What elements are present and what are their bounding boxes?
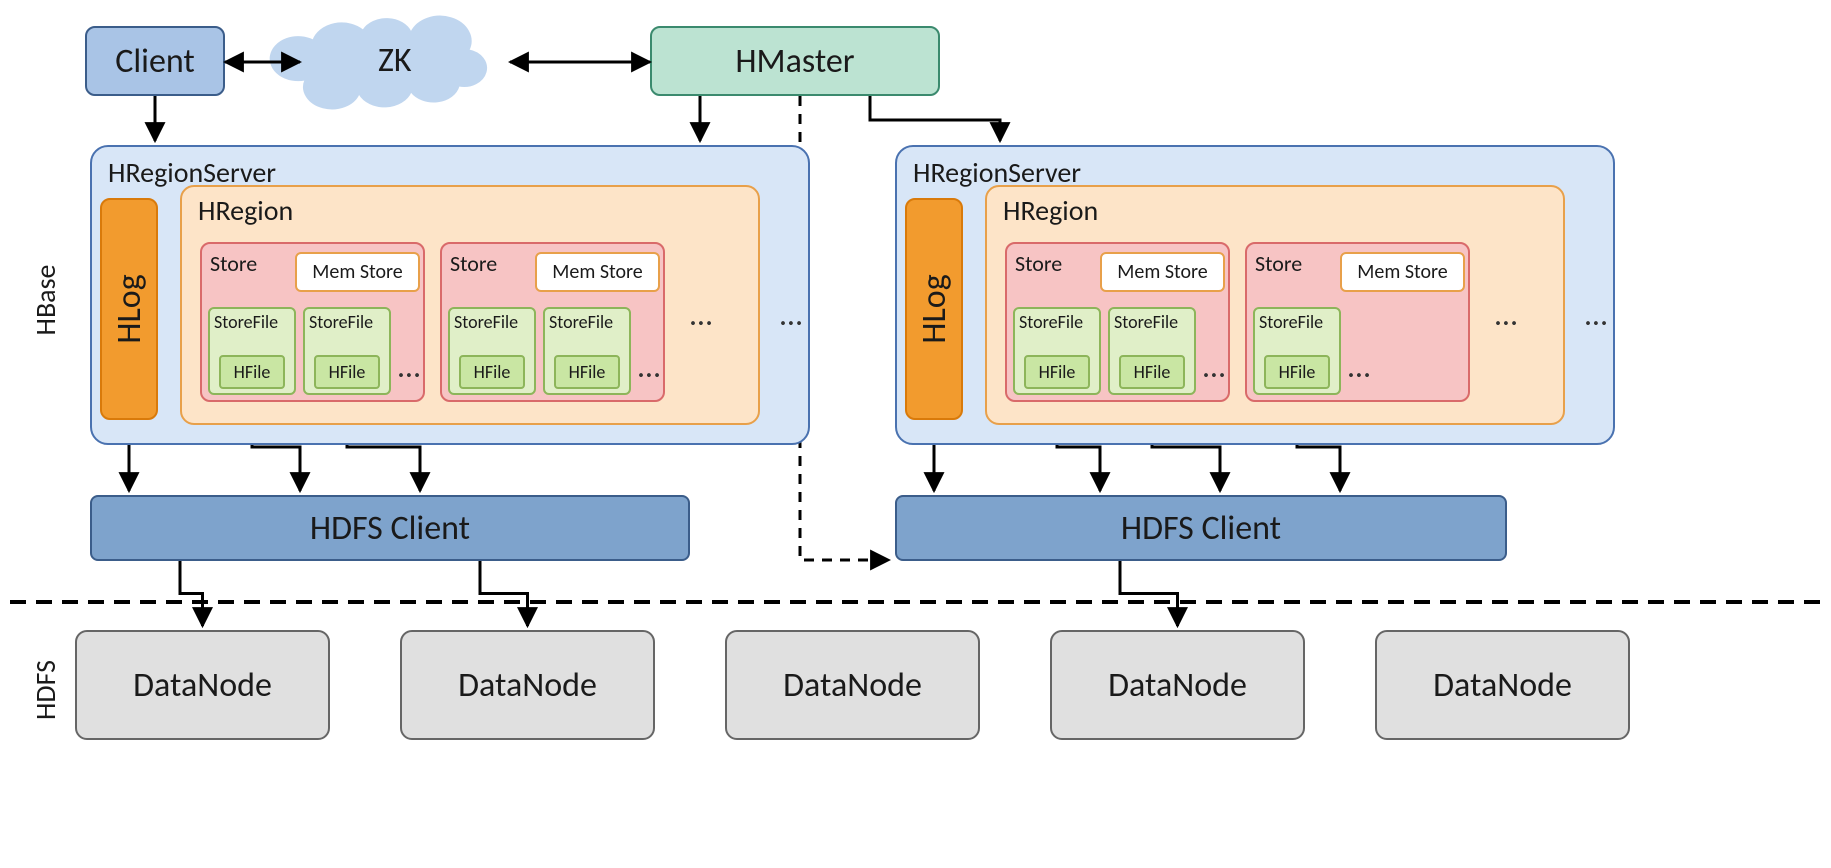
store-label-2-0: Store xyxy=(1015,250,1062,277)
hmaster-box: HMaster xyxy=(650,26,940,96)
store-dots-2-1: … xyxy=(1348,347,1376,386)
datanode-2: DataNode xyxy=(725,630,980,740)
storefile-label-1-0-0: StoreFile xyxy=(214,311,278,333)
memstore-1-0: Mem Store xyxy=(295,252,420,292)
storefile-label-1-1-1: StoreFile xyxy=(549,311,613,333)
hfile-1-0-0: HFile xyxy=(219,355,285,389)
storefile-label-2-1-0: StoreFile xyxy=(1259,311,1323,333)
store-label-1-0: Store xyxy=(210,250,257,277)
hlog-label-2: HLog xyxy=(916,259,952,359)
storefile-label-1-1-0: StoreFile xyxy=(454,311,518,333)
datanode-1: DataNode xyxy=(400,630,655,740)
hdfs-client-2: HDFS Client xyxy=(895,495,1507,561)
memstore-2-1: Mem Store xyxy=(1340,252,1465,292)
hregion-label-1: HRegion xyxy=(198,193,293,228)
datanode-4: DataNode xyxy=(1375,630,1630,740)
datanode-0: DataNode xyxy=(75,630,330,740)
store-dots-2-0: … xyxy=(1203,347,1231,386)
hfile-1-1-1: HFile xyxy=(554,355,620,389)
memstore-1-1: Mem Store xyxy=(535,252,660,292)
store-dots-1-0: … xyxy=(398,347,426,386)
hfile-2-0-1: HFile xyxy=(1119,355,1185,389)
store-label-1-1: Store xyxy=(450,250,497,277)
storefile-label-2-0-1: StoreFile xyxy=(1114,311,1178,333)
hfile-2-1-0: HFile xyxy=(1264,355,1330,389)
store-dots-1-1: … xyxy=(638,347,666,386)
rs-dots-2: … xyxy=(1585,295,1613,334)
storefile-label-1-0-1: StoreFile xyxy=(309,311,373,333)
hregion-dots-2: … xyxy=(1495,295,1523,334)
client-box: Client xyxy=(85,26,225,96)
rs-dots-1: … xyxy=(780,295,808,334)
store-label-2-1: Store xyxy=(1255,250,1302,277)
hfile-1-0-1: HFile xyxy=(314,355,380,389)
hregion-label-2: HRegion xyxy=(1003,193,1098,228)
zk-label: ZK xyxy=(378,40,412,81)
storefile-label-2-0-0: StoreFile xyxy=(1019,311,1083,333)
hfile-1-1-0: HFile xyxy=(459,355,525,389)
hdfs-client-1: HDFS Client xyxy=(90,495,690,561)
section-hbase-label: HBase xyxy=(27,240,63,360)
hregion-dots-1: … xyxy=(690,295,718,334)
hlog-label-1: HLog xyxy=(111,259,147,359)
datanode-3: DataNode xyxy=(1050,630,1305,740)
section-hdfs-label: HDFS xyxy=(27,635,63,745)
memstore-2-0: Mem Store xyxy=(1100,252,1225,292)
hfile-2-0-0: HFile xyxy=(1024,355,1090,389)
